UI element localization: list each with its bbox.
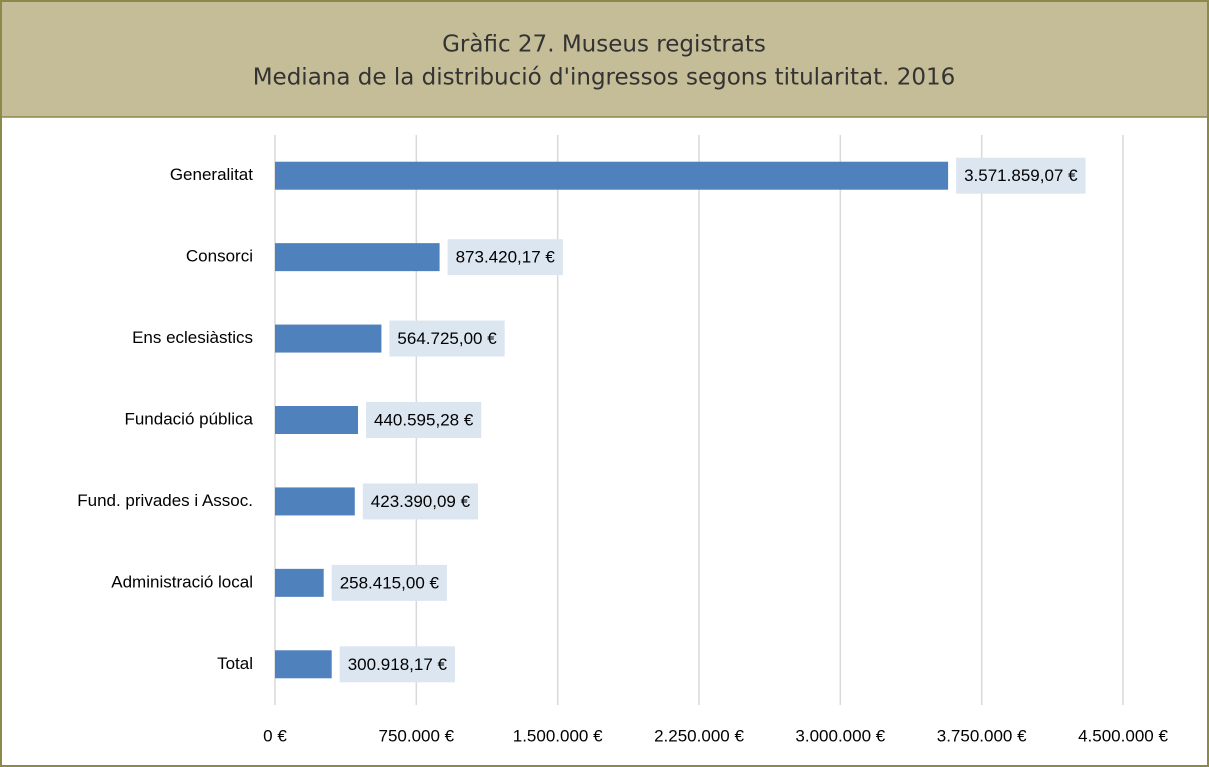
- bar: [275, 568, 324, 597]
- value-label-bg: [366, 402, 482, 438]
- x-tick-label: 0 €: [263, 726, 287, 745]
- value-label: 564.725,00 €: [397, 329, 497, 348]
- value-label-bg: [956, 157, 1086, 194]
- value-label-bg: [339, 646, 455, 683]
- bar: [275, 243, 440, 272]
- chart-title: Gràfic 27. Museus registrats: [442, 32, 766, 58]
- x-tick-label: 3.000.000 €: [795, 726, 885, 745]
- value-label: 873.420,17 €: [456, 248, 556, 267]
- y-tick-label: Generalitat: [170, 165, 253, 184]
- chart-subtitle: Mediana de la distribució d'ingressos se…: [253, 65, 956, 91]
- x-tick-label: 1.500.000 €: [513, 726, 603, 745]
- header-band: [0, 0, 1209, 117]
- bar: [275, 324, 382, 353]
- value-label: 300.918,17 €: [348, 655, 448, 674]
- bar: [275, 406, 359, 434]
- value-label-bg: [362, 483, 479, 520]
- value-label-bg: [389, 320, 505, 357]
- y-tick-label: Administració local: [111, 572, 253, 591]
- y-tick-label: Consorci: [186, 247, 253, 266]
- x-tick-label: 2.250.000 €: [654, 726, 744, 745]
- y-tick-label: Fundació pública: [124, 409, 253, 428]
- value-label: 440.595,28 €: [374, 410, 474, 429]
- bar: [275, 161, 949, 190]
- y-tick-label: Fund. privades i Assoc.: [77, 491, 253, 510]
- value-label: 423.390,09 €: [371, 492, 471, 511]
- value-label: 3.571.859,07 €: [964, 166, 1078, 185]
- value-label-bg: [331, 564, 447, 601]
- x-tick-label: 4.500.000 €: [1078, 726, 1168, 745]
- bar: [275, 650, 332, 679]
- value-label-bg: [447, 239, 563, 276]
- x-tick-label: 3.750.000 €: [937, 726, 1027, 745]
- x-tick-label: 750.000 €: [379, 726, 455, 745]
- y-tick-label: Ens eclesiàstics: [132, 328, 253, 347]
- y-tick-label: Total: [217, 654, 253, 673]
- bar: [275, 487, 355, 516]
- value-label: 258.415,00 €: [340, 573, 440, 592]
